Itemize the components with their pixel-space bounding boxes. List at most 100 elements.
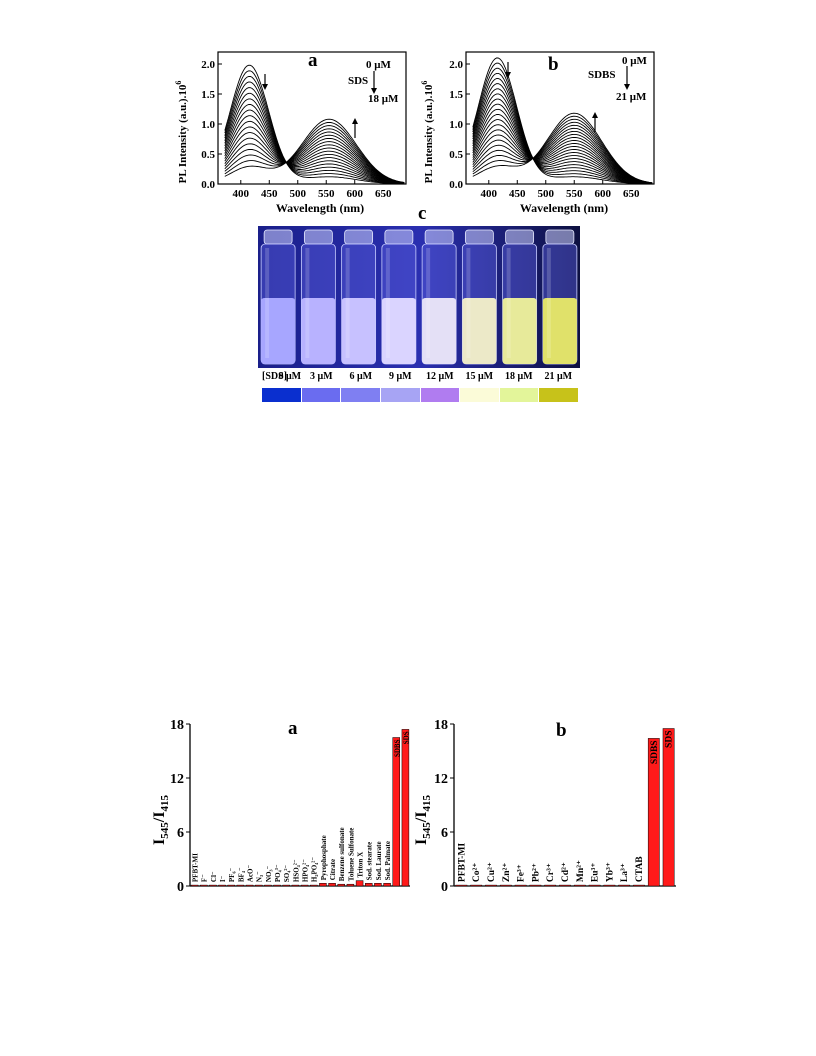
bar <box>319 883 327 887</box>
spectrum-curve <box>224 70 405 185</box>
spectrum-curve <box>472 72 653 185</box>
spectrum-curve <box>472 121 653 184</box>
bar-label: Mn²⁺ <box>576 860 586 882</box>
spectra-a-conc-end: 18 μM <box>368 93 399 105</box>
y-tick-label: 0 <box>441 880 448 895</box>
spectra-panel-b: 400 450 500 550 600 650 0.0 0.5 1.0 1.5 2.0 b 0 μM… <box>420 51 655 215</box>
spectra-b-conc-start: 0 μM <box>622 55 647 67</box>
y-tick-label: 12 <box>434 772 448 787</box>
bar-label: Cd²⁺ <box>561 862 571 882</box>
bar-label: H₂PO₄²⁻ <box>311 857 319 882</box>
bar-label: N₃⁻ <box>256 871 264 882</box>
vial-liquid <box>301 298 336 364</box>
x-tick-label: 500 <box>538 188 555 200</box>
spectrum-curve <box>472 93 653 184</box>
spectrum-curve <box>472 67 653 185</box>
x-tick-label: 550 <box>566 188 583 200</box>
bar <box>255 884 263 887</box>
spectrum-curve <box>472 124 653 184</box>
spectrum-curve <box>472 83 653 185</box>
bar-label: Toluene Sulfonate <box>347 828 355 882</box>
x-tick-label: 600 <box>346 188 363 200</box>
vial-glare <box>546 248 551 358</box>
spectrum-curve <box>472 113 653 184</box>
bar-label: HSO₄²⁻ <box>292 859 300 882</box>
concentration-label: 6 μM <box>349 371 373 382</box>
bar-label: AcO⁻ <box>247 864 255 882</box>
vial-glare <box>385 248 390 358</box>
bar-label: La³⁺ <box>620 863 630 882</box>
y-tick-label: 6 <box>177 826 184 841</box>
spectrum-curve <box>472 127 653 184</box>
spectrum-curve <box>224 75 405 185</box>
bar-label: Cl⁻ <box>210 871 218 882</box>
bar-label: Yb³⁺ <box>605 862 615 882</box>
spectra-b-up-arrowhead <box>592 112 598 118</box>
spectra-a-ylabel: PL Intensity (a.u.).106 <box>174 81 189 184</box>
spectrum-curve <box>472 57 653 185</box>
bar <box>383 883 391 887</box>
spectrum-curve <box>224 104 405 184</box>
bar-label: Eu³⁺ <box>591 863 601 882</box>
spectrum-curve <box>472 62 653 185</box>
bar-label: SO₄²⁻ <box>283 865 291 883</box>
bar <box>218 884 226 887</box>
y-tick-label: 0.5 <box>201 149 215 161</box>
vial-photo <box>258 226 580 368</box>
color-swatch <box>341 388 381 402</box>
vial-glare <box>345 248 350 358</box>
bar-b-plot-area: 0 6 12 18 PFBT-MI Co²⁺ Cu²⁺ Zn²⁺ Fe³⁺ Pb²⁺ Cr³⁺ Cd²… <box>434 718 676 895</box>
vial-liquid <box>261 298 296 364</box>
vial-glare <box>506 248 511 358</box>
vial <box>381 229 417 365</box>
vial-glare <box>305 248 310 358</box>
vial <box>542 229 578 365</box>
spectrum-curve <box>224 131 405 184</box>
spectrum-curve <box>472 124 653 184</box>
y-tick-label: 2.0 <box>449 59 463 71</box>
bar-label: Pyrophosphate <box>320 835 328 880</box>
color-swatch <box>420 388 461 402</box>
concentration-label: 12 μM <box>425 371 454 382</box>
vial <box>421 229 457 365</box>
spectra-b-conc-arrowhead <box>624 84 630 90</box>
bar <box>365 883 373 887</box>
bar-panel-b: 0 6 12 18 PFBT-MI Co²⁺ Cu²⁺ Zn²⁺ Fe³⁺ Pb²⁺ Cr³⁺ Cd²… <box>413 718 676 895</box>
bar-label: PFBT-MI <box>457 843 467 883</box>
vial-cap <box>545 229 575 245</box>
y-tick-label: 1.0 <box>449 119 463 131</box>
bar <box>588 884 601 887</box>
color-swatch-strip <box>262 388 578 402</box>
bar <box>514 884 527 887</box>
vial-liquid <box>422 298 457 364</box>
bar-label: Zn²⁺ <box>502 863 512 882</box>
vial <box>502 229 538 365</box>
vial-cap <box>303 229 333 245</box>
bar <box>485 884 497 887</box>
y-tick-label: 6 <box>441 826 448 841</box>
vial-cap <box>424 229 454 245</box>
concentration-label: 9 μM <box>388 371 412 382</box>
x-tick-label: 600 <box>594 188 611 200</box>
plot-frame <box>217 51 407 185</box>
bar-label: I⁻ <box>219 875 227 882</box>
spectrum-curve <box>472 118 653 184</box>
x-tick-label: 550 <box>318 188 335 200</box>
y-tick-label: 1.0 <box>201 119 215 131</box>
bar-label: F⁻ <box>201 874 209 882</box>
bar <box>455 884 468 887</box>
bar-label: Sod. Palmate <box>384 841 392 880</box>
vial <box>461 229 497 365</box>
bar-a-panel-letter: a <box>288 718 298 739</box>
y-tick-label: 0.5 <box>449 149 463 161</box>
bar-label: CTAB <box>635 856 645 882</box>
bar <box>209 884 217 887</box>
x-tick-label: 400 <box>233 188 250 200</box>
y-tick-label: 0 <box>177 880 184 895</box>
bar <box>264 884 272 887</box>
y-tick-label: 1.5 <box>449 89 463 101</box>
vial <box>341 229 377 365</box>
color-swatch <box>460 388 500 402</box>
spectra-b-panel-letter: b <box>548 54 559 75</box>
